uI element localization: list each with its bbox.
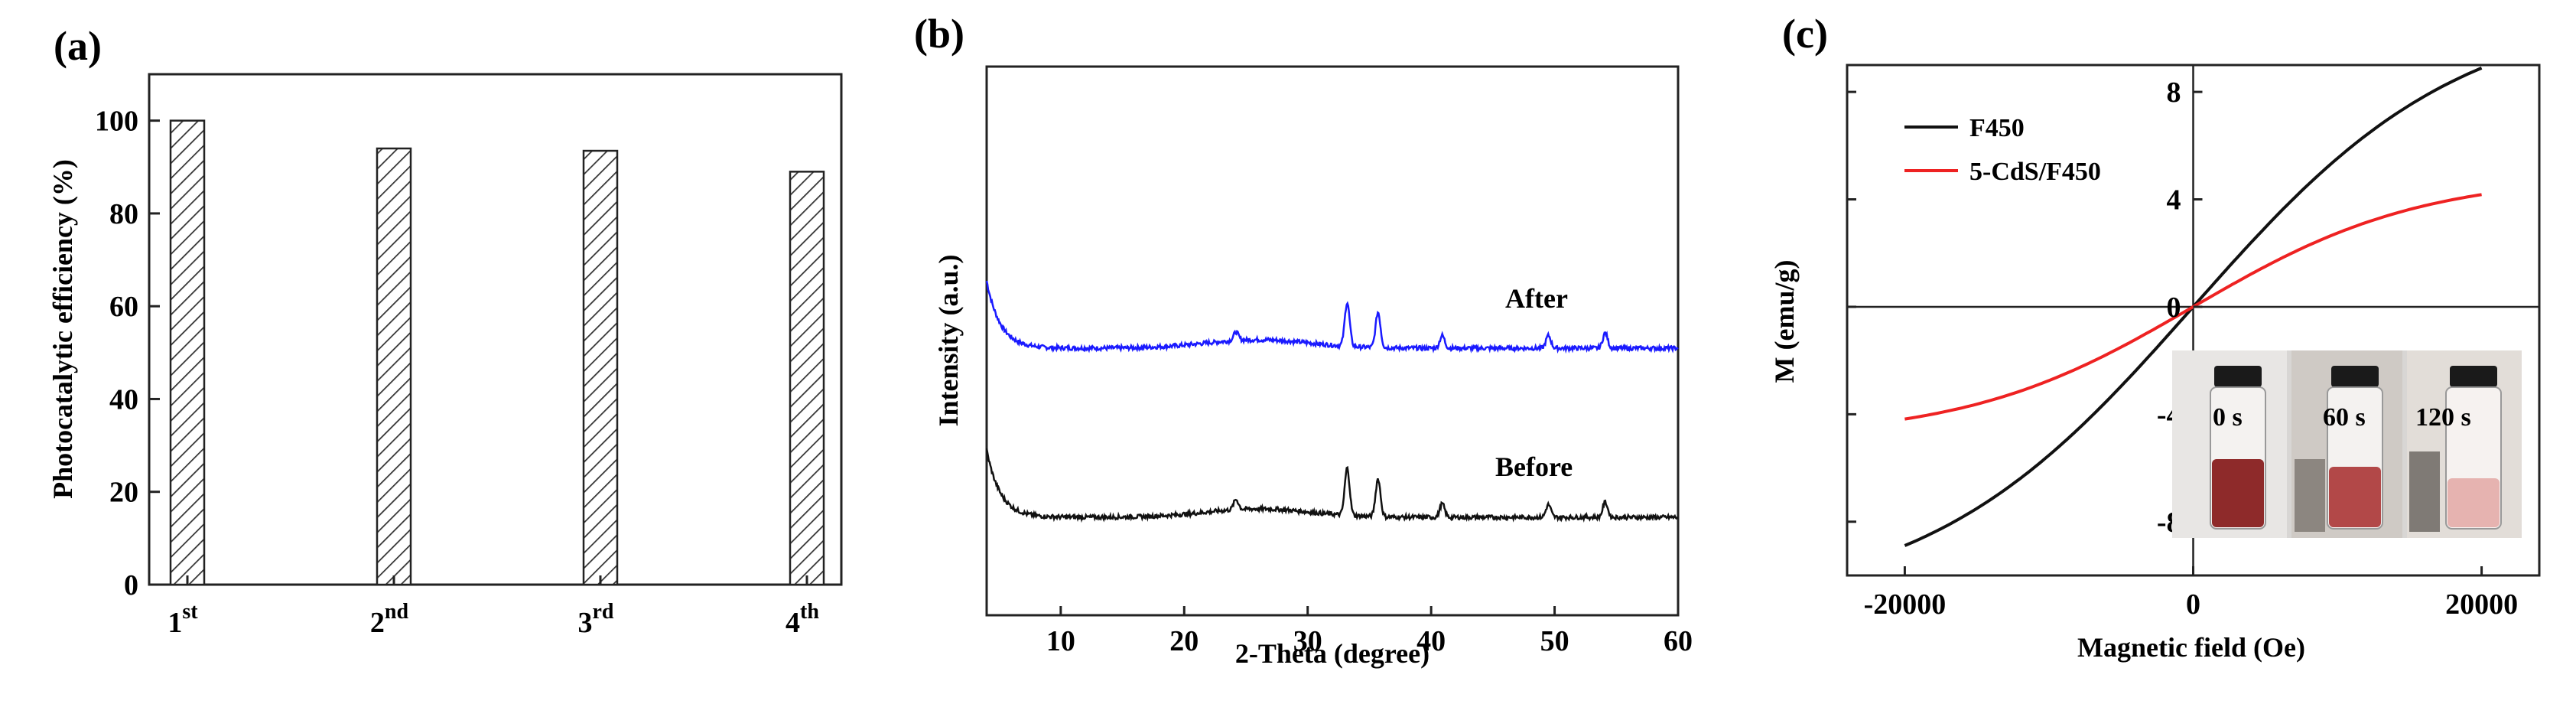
bar-1st	[169, 119, 206, 586]
panel-a-bar-chart: (a) 0 20 40 60 80 100 1st 2nd 3rd 4th Photocatal…	[47, 23, 843, 639]
panel-b-x-axis-title: 2-Theta (degree)	[1235, 638, 1429, 669]
x-tick-label: 60	[1664, 625, 1693, 657]
panel-b-label: (b)	[914, 11, 964, 57]
y-tick-label: 0	[124, 569, 138, 601]
y-tick-label: 8	[2167, 77, 2181, 109]
x-tick-label: -20000	[1864, 588, 1947, 621]
panel-c-label: (c)	[1782, 11, 1828, 57]
x-tick-label: 0	[2186, 588, 2200, 621]
x-tick-label: 20	[1169, 625, 1199, 657]
y-tick-label: 100	[95, 106, 138, 138]
bar-3rd	[582, 149, 619, 586]
bar-2nd	[376, 147, 412, 586]
vial-120s	[2445, 366, 2502, 530]
x-tick-label: 30	[1293, 625, 1322, 657]
panel-b-frame	[985, 65, 1680, 617]
y-tick-label: 20	[109, 477, 138, 509]
panel-c-x-axis-title: Magnetic field (Oe)	[2077, 632, 2305, 663]
panel-b-xrd-chart: (b) 10 20 30 40 50 60 After Before Intensity …	[914, 11, 1693, 669]
vial-0s	[2210, 366, 2266, 530]
inset-label-120s: 120 s	[2415, 403, 2471, 432]
x-tick-label: 10	[1046, 625, 1075, 657]
legend-label-cds-f450: 5-CdS/F450	[1969, 158, 2101, 186]
x-tick-label: 50	[1540, 625, 1569, 657]
panel-a-label: (a)	[54, 23, 102, 69]
x-tick-label-3rd: 3rd	[578, 600, 614, 639]
y-tick-label: 80	[109, 198, 138, 230]
y-tick-label: 40	[109, 383, 138, 416]
inset-label-60s: 60 s	[2323, 403, 2366, 432]
bar-4th	[789, 171, 825, 586]
vial-60s	[2327, 366, 2383, 530]
series-line-before	[985, 448, 1678, 523]
panel-a-y-axis-title: Photocatalytic efficiency (%)	[47, 159, 78, 499]
x-tick-label-4th: 4th	[785, 600, 819, 639]
y-tick-label: 4	[2167, 184, 2181, 217]
magnet	[2295, 459, 2325, 532]
before-label: Before	[1495, 451, 1573, 482]
x-tick-label: 20000	[2445, 588, 2518, 621]
panel-b-y-axis-title: Intensity (a.u.)	[933, 254, 964, 426]
legend-label-f450: F450	[1969, 114, 2025, 142]
panel-c-y-axis-title: M (emu/g)	[1769, 260, 1800, 383]
inset-label-0s: 0 s	[2213, 403, 2243, 432]
x-tick-label-1st: 1st	[168, 600, 198, 639]
series-line-after	[985, 280, 1679, 354]
x-tick-label: 40	[1416, 625, 1446, 657]
x-tick-label-2nd: 2nd	[370, 600, 409, 639]
y-tick-label: 0	[2167, 292, 2181, 324]
y-tick-label: 60	[109, 291, 138, 323]
magnet	[2409, 451, 2440, 532]
panel-a-frame	[148, 73, 843, 586]
inset-vial-photo: 0 s 60 s 120 s	[2172, 350, 2522, 538]
after-label: After	[1505, 283, 1568, 314]
